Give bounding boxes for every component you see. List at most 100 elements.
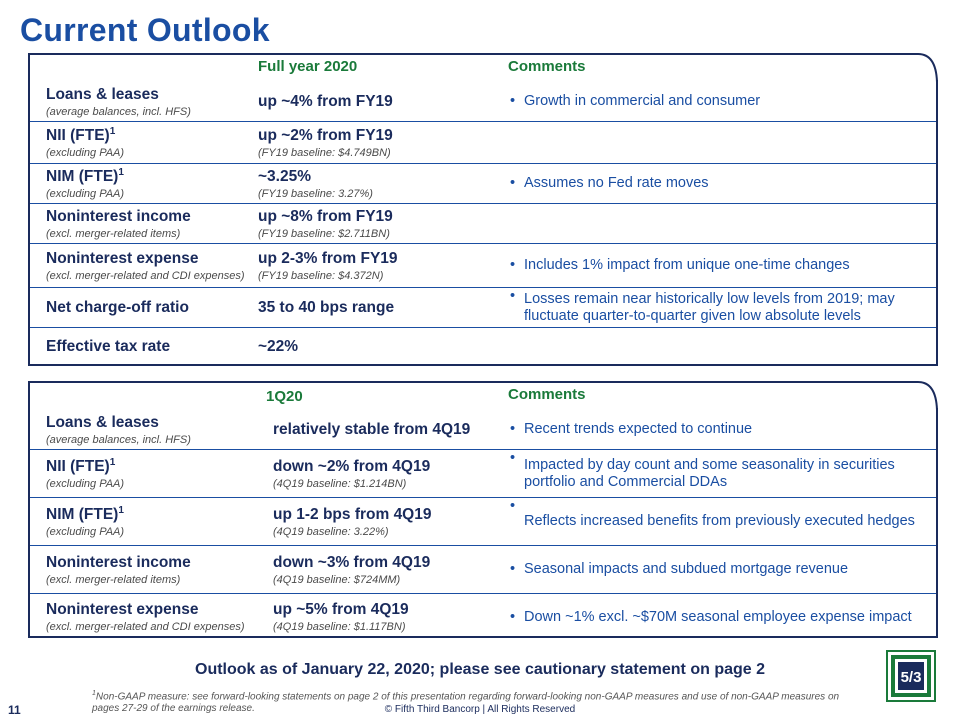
table-row: Noninterest income (excl. merger-related … [30, 546, 936, 594]
outlook-cell: ~22% [258, 328, 298, 366]
footnote-marker: 1 [118, 504, 124, 516]
metric-qualifier: (excl. merger-related and CDI expenses) [46, 621, 245, 633]
outlook-cell: up ~4% from FY19 [258, 82, 393, 121]
outlook-value: ~3.25% [258, 167, 312, 185]
bullet-icon: • [510, 288, 516, 304]
table-row: NII (FTE)1 (excluding PAA) down ~2% from 4… [30, 450, 936, 498]
table-row: Net charge-off ratio 35 to 40 bps range • L… [30, 288, 936, 328]
metric-name: Loans & leases [46, 414, 191, 432]
metric-cell: Noninterest expense (excl. merger-related… [46, 594, 245, 640]
metric-name-text: NII (FTE) [46, 127, 110, 145]
metric-name: Noninterest income [46, 554, 191, 572]
comment-cell: • Includes 1% impact from unique one-time… [510, 244, 930, 287]
metric-name-text: Noninterest income [46, 553, 191, 571]
metric-qualifier: (excluding PAA) [46, 478, 125, 491]
metric-cell: NIM (FTE)1 (excluding PAA) [46, 498, 124, 545]
page-title: Current Outlook [20, 12, 270, 48]
metric-qualifier: (average balances, incl. HFS) [46, 433, 191, 446]
copyright: © Fifth Third Bancorp | All Rights Reser… [384, 704, 576, 715]
metric-name-text: Noninterest expense [46, 601, 199, 618]
comment-cell: • Down ~1% excl. ~$70M seasonal employee … [510, 594, 930, 640]
metric-name: Net charge-off ratio [46, 299, 189, 317]
outlook-value: relatively stable from 4Q19 [273, 420, 471, 438]
footnote: 1Non-GAAP measure: see forward-looking s… [92, 688, 852, 715]
outlook-value: 35 to 40 bps range [258, 298, 395, 316]
metric-qualifier: (excluding PAA) [46, 147, 125, 160]
metric-cell: Noninterest expense (excl. merger-related… [46, 244, 245, 287]
outlook-cell: up 1-2 bps from 4Q19 (4Q19 baseline: 3.22… [273, 498, 431, 545]
metric-qualifier: (excluding PAA) [46, 188, 125, 201]
outlook-cell: down ~3% from 4Q19 (4Q19 baseline: $724MM… [273, 546, 430, 593]
comment-text: Reflects increased benefits from previou… [524, 513, 915, 529]
metric-name: NII (FTE)1 [46, 457, 124, 476]
footnote-text: Non-GAAP measure: see forward-looking st… [92, 691, 840, 715]
metric-cell: NIM (FTE)1 (excluding PAA) [46, 164, 124, 203]
comment-text: Losses remain near historically low leve… [524, 290, 895, 324]
metric-name-text: Net charge-off ratio [46, 298, 189, 316]
panel1-column-header: Full year 2020 [258, 58, 358, 75]
table-row: NIM (FTE)1 (excluding PAA) up 1-2 bps from… [30, 498, 936, 546]
metric-name-text: Noninterest income [46, 207, 191, 225]
metric-cell: Loans & leases (average balances, incl. H… [46, 82, 191, 121]
table-row: Noninterest expense (excl. merger-related… [30, 594, 936, 640]
outlook-value: up 2-3% from FY19 [258, 249, 398, 267]
comment-text: Assumes no Fed rate moves [524, 175, 709, 191]
bullet-icon: • [510, 421, 516, 437]
table-row: NII (FTE)1 (excluding PAA) up ~2% from FY1… [30, 122, 936, 164]
metric-name: Noninterest expense [46, 601, 245, 619]
metric-cell: Noninterest income (excl. merger-related … [46, 204, 191, 243]
metric-name: NII (FTE)1 [46, 126, 124, 145]
outlook-note: Outlook as of January 22, 2020; please s… [195, 661, 765, 678]
outlook-value: ~22% [258, 338, 299, 355]
bullet-icon: • [510, 175, 516, 191]
outlook-baseline: (FY19 baseline: $2.711BN) [258, 227, 390, 240]
panel1-comments-header: Comments [508, 58, 586, 75]
panel2-frame-top [28, 381, 938, 410]
metric-cell: Loans & leases (average balances, incl. H… [46, 410, 191, 449]
page-number: 11 [8, 703, 21, 717]
comment-text: Impacted by day count and some seasonali… [524, 456, 895, 490]
outlook-baseline: (4Q19 baseline: 3.22%) [273, 525, 389, 538]
bullet-icon: • [510, 561, 516, 577]
comment-cell: • Recent trends expected to continue [510, 410, 930, 449]
panel1-frame-top [28, 53, 938, 82]
outlook-baseline: (4Q19 baseline: $1.117BN) [273, 621, 406, 633]
table-row: Noninterest expense (excl. merger-related… [30, 244, 936, 288]
bullet-icon: • [510, 608, 516, 625]
comment-cell: • Reflects increased benefits from previo… [510, 498, 930, 545]
metric-qualifier: (average balances, incl. HFS) [46, 105, 191, 118]
comment-cell: • Impacted by day count and some seasonal… [510, 450, 930, 497]
metric-name: Loans & leases [46, 86, 191, 104]
metric-qualifier: (excl. merger-related items) [46, 227, 181, 240]
metric-qualifier: (excl. merger-related and CDI expenses) [46, 269, 245, 282]
comment-cell: • Assumes no Fed rate moves [510, 164, 930, 203]
outlook-baseline: (4Q19 baseline: $724MM) [273, 573, 401, 586]
metric-name-text: Effective tax rate [46, 338, 171, 355]
bullet-icon: • [510, 93, 516, 109]
metric-name-text: Noninterest expense [46, 249, 199, 267]
outlook-cell: relatively stable from 4Q19 [273, 410, 470, 449]
outlook-cell: 35 to 40 bps range [258, 288, 394, 327]
metric-name-text: Loans & leases [46, 413, 159, 431]
logo-glyph: 5/3 [901, 669, 922, 686]
panel2-column-header: 1Q20 [266, 388, 303, 405]
metric-cell: Net charge-off ratio [46, 288, 189, 327]
metric-cell: NII (FTE)1 (excluding PAA) [46, 450, 124, 497]
outlook-cell: up ~8% from FY19 (FY19 baseline: $2.711BN… [258, 204, 393, 243]
footnote-marker: 1 [109, 456, 116, 468]
panel2-table: Loans & leases (average balances, incl. H… [28, 408, 938, 638]
metric-cell: Noninterest income (excl. merger-related … [46, 546, 191, 593]
table-row: Loans & leases (average balances, incl. H… [30, 410, 936, 450]
outlook-value: up ~4% from FY19 [258, 92, 393, 110]
outlook-cell: ~3.25% (FY19 baseline: 3.27%) [258, 164, 373, 203]
comment-cell: • Seasonal impacts and subdued mortgage r… [510, 546, 930, 593]
metric-cell: NII (FTE)1 (excluding PAA) [46, 122, 124, 163]
metric-name: NIM (FTE)1 [46, 167, 124, 186]
outlook-baseline: (FY19 baseline: $4.749BN) [258, 146, 391, 159]
bullet-icon: • [510, 450, 516, 466]
metric-name: Noninterest income [46, 208, 191, 226]
outlook-baseline: (FY19 baseline: $4.372N) [258, 269, 384, 282]
comment-text: Down ~1% excl. ~$70M seasonal employee e… [524, 608, 912, 625]
bullet-icon: • [510, 498, 516, 514]
table-row: NIM (FTE)1 (excluding PAA) ~3.25% (FY19 bas… [30, 164, 936, 204]
